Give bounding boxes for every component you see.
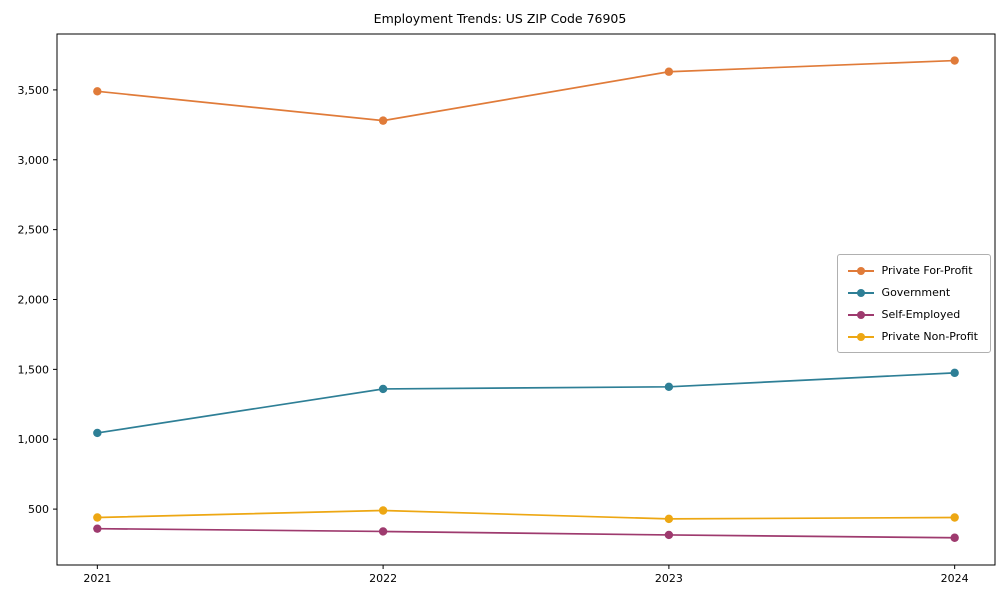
series-marker (664, 514, 674, 524)
series-marker (93, 524, 102, 533)
legend-marker-icon (856, 332, 865, 341)
series-marker (950, 56, 959, 65)
series-line (97, 59, 955, 122)
series-marker (950, 533, 959, 542)
y-tick-label: 1,500 (18, 363, 50, 376)
y-tick-label: 3,000 (18, 154, 50, 167)
legend-label: Self-Employed (881, 308, 961, 321)
chart-title: Employment Trends: US ZIP Code 76905 (373, 11, 627, 26)
x-tick-label: 2023 (655, 572, 683, 585)
y-tick-label: 3,500 (18, 84, 50, 97)
legend-line-sample (847, 332, 874, 342)
y-tick-label: 1,000 (18, 433, 50, 446)
series-line (97, 509, 955, 520)
series-marker (378, 116, 388, 125)
legend-marker-icon (856, 266, 865, 275)
series-marker (378, 506, 388, 515)
legend-marker-icon (856, 310, 865, 319)
series-marker (950, 368, 959, 378)
legend-label: Private Non-Profit (881, 330, 978, 343)
legend-item: Private For-Profit (847, 264, 978, 277)
series-marker (664, 382, 674, 392)
y-tick-label: 2,000 (18, 294, 50, 307)
legend-label: Private For-Profit (881, 264, 973, 277)
series-marker (950, 513, 959, 522)
legend-line-sample (847, 310, 874, 320)
series-marker (664, 67, 674, 76)
legend-item: Self-Employed (847, 308, 978, 321)
chart-legend: Private For-Profit Government Self-Employe… (836, 254, 991, 353)
series-marker (93, 513, 102, 522)
series-line (97, 527, 955, 539)
series-marker (378, 384, 388, 394)
legend-label: Government (881, 286, 951, 299)
series-marker (378, 527, 388, 536)
y-tick-label: 500 (28, 503, 49, 516)
x-tick-label: 2021 (83, 572, 111, 585)
legend-item: Private Non-Profit (847, 330, 978, 343)
legend-item: Government (847, 286, 978, 299)
legend-line-sample (847, 288, 874, 298)
series-marker (93, 428, 102, 438)
x-tick-label: 2022 (369, 572, 397, 585)
series-marker (664, 530, 674, 540)
legend-line-sample (847, 266, 874, 276)
legend-marker-icon (856, 288, 865, 297)
series-marker (93, 87, 102, 96)
x-tick-label: 2024 (941, 572, 969, 585)
series-line (97, 372, 955, 434)
y-tick-label: 2,500 (18, 224, 50, 237)
